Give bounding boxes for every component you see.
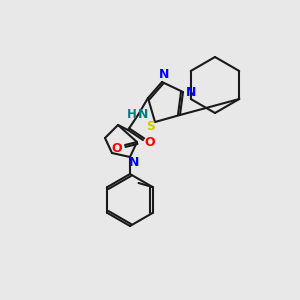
Text: H: H: [127, 107, 137, 121]
Text: N: N: [138, 107, 148, 121]
Text: O: O: [112, 142, 122, 154]
Text: O: O: [145, 136, 155, 148]
Text: N: N: [186, 85, 196, 98]
Text: N: N: [129, 155, 139, 169]
Text: S: S: [146, 119, 155, 133]
Text: N: N: [159, 68, 169, 80]
